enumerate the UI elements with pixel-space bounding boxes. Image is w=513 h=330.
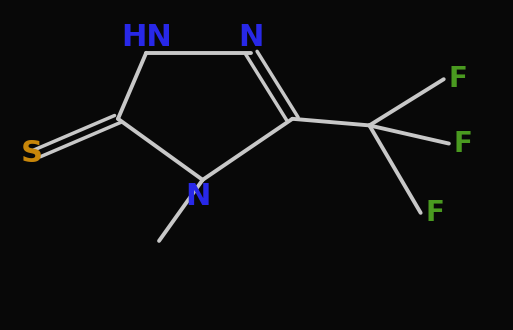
Text: S: S (21, 139, 43, 168)
Text: F: F (449, 65, 467, 93)
Text: F: F (454, 130, 472, 157)
Text: HN: HN (121, 23, 171, 52)
Text: N: N (185, 182, 210, 211)
Text: N: N (239, 23, 264, 52)
Text: F: F (426, 199, 444, 227)
